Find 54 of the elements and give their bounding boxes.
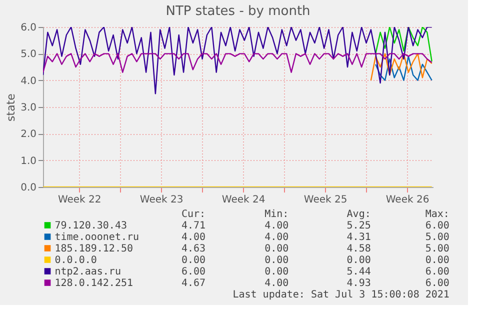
legend-label: 185.189.12.50: [54, 243, 134, 254]
y-tick-label: 3.0: [20, 102, 36, 114]
x-tick-label: Week 24: [222, 194, 266, 206]
y-tick-label: 1.0: [20, 156, 36, 167]
text: 6.00: [425, 266, 450, 278]
x-tick-label: Week 22: [58, 194, 102, 206]
text: 4.93: [346, 278, 371, 289]
text: 4.00: [264, 220, 289, 232]
x-tick-label: Week 26: [386, 194, 430, 206]
text: 5.25: [346, 220, 371, 232]
x-tick-label: Week 23: [140, 194, 184, 206]
line-series: [370, 53, 432, 81]
legend-label: 79.120.30.43: [54, 220, 127, 232]
y-tick-label: 4.0: [20, 76, 36, 87]
text: 4.63: [181, 243, 206, 254]
text: 0.00: [264, 266, 289, 278]
text: 6.00: [425, 220, 450, 232]
legend-label: 128.0.142.251: [54, 278, 134, 289]
line-series: [375, 27, 432, 62]
x-tick-label: Week 25: [304, 194, 348, 206]
text: 5.44: [346, 266, 371, 278]
text: 4.31: [346, 232, 371, 243]
text: 4.00: [264, 232, 289, 243]
text: 0.00: [425, 254, 450, 266]
y-tick-label: 0.0: [20, 182, 36, 194]
text: 5.00: [425, 232, 450, 243]
y-tick-label: 2.0: [20, 129, 36, 140]
text: Avg:: [346, 208, 371, 220]
text: 0.00: [346, 254, 371, 266]
text: 0.00: [264, 243, 289, 254]
legend-label: ntp2.aas.ru: [54, 266, 121, 278]
text: 4.00: [181, 232, 206, 243]
text: Last update: Sat Jul 3 15:00:08 2021: [232, 289, 450, 300]
y-axis-title: state: [4, 93, 18, 122]
text: 4.58: [346, 243, 371, 254]
line-series: [43, 27, 432, 94]
legend-label: 0.0.0.0: [54, 254, 97, 266]
text: 4.71: [181, 220, 206, 232]
text: Cur:: [181, 208, 206, 220]
text: 0.00: [264, 254, 289, 266]
text: 6.00: [181, 266, 206, 278]
text: Max:: [425, 208, 450, 220]
text: 6.00: [425, 278, 450, 289]
line-series: [375, 56, 432, 81]
line-series: [43, 53, 432, 73]
y-tick-label: 6.0: [20, 22, 36, 34]
text: 4.00: [264, 278, 289, 289]
legend-label: time.ooonet.ru: [54, 232, 140, 243]
text: Min:: [264, 208, 289, 220]
text: 5.00: [425, 243, 450, 254]
y-tick-label: 5.0: [20, 49, 36, 60]
text: 0.00: [181, 254, 206, 266]
chart-title: NTP states - by month: [166, 4, 310, 19]
text: 4.67: [181, 278, 206, 289]
